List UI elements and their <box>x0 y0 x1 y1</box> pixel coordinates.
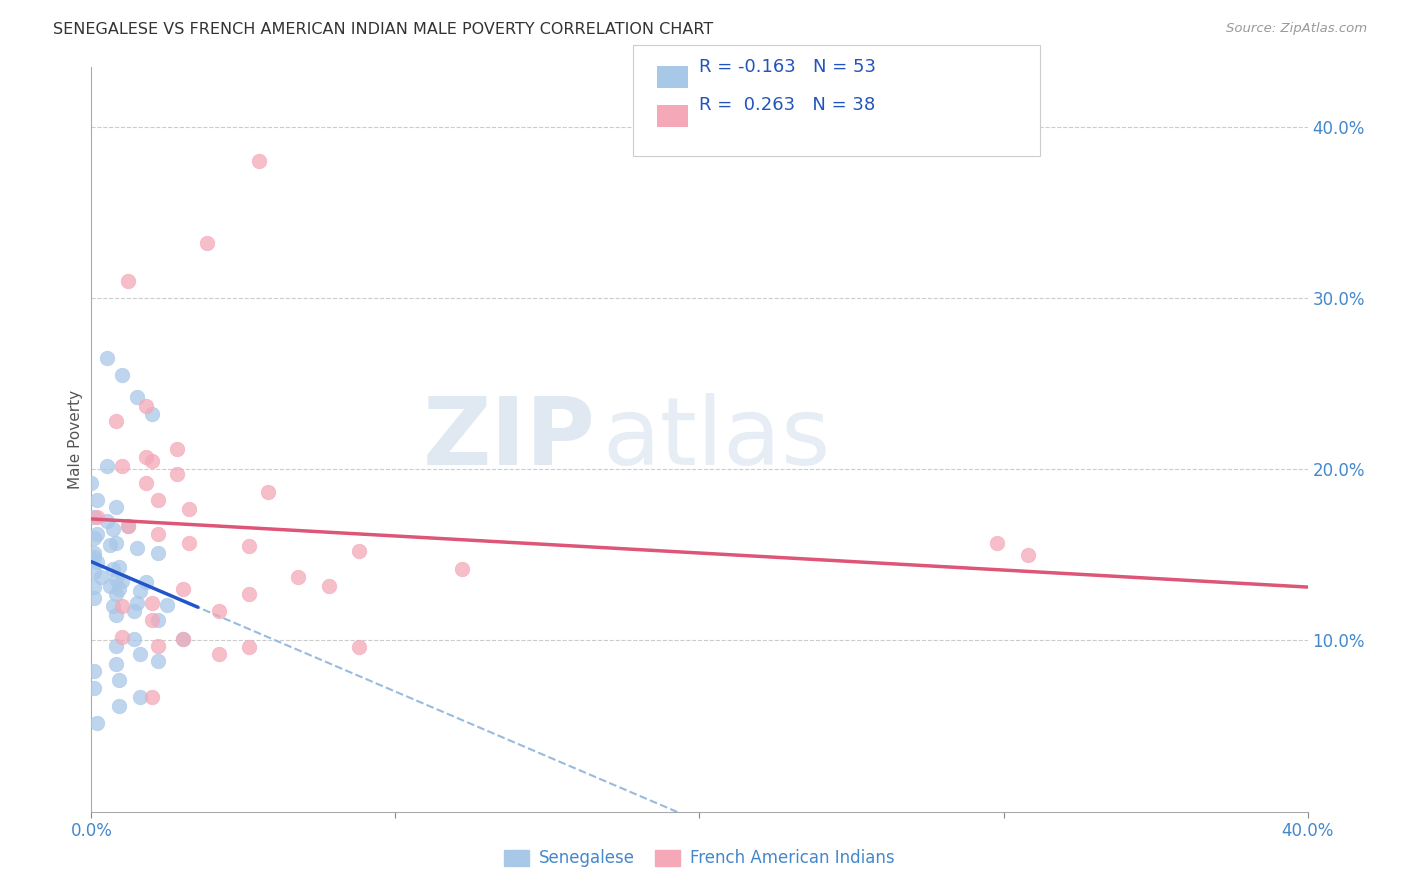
Point <box>96 351 118 365</box>
Point <box>83 681 105 696</box>
Point <box>141 690 163 704</box>
Point <box>141 613 163 627</box>
Text: SENEGALESE VS FRENCH AMERICAN INDIAN MALE POVERTY CORRELATION CHART: SENEGALESE VS FRENCH AMERICAN INDIAN MAL… <box>53 22 714 37</box>
Point <box>238 640 260 655</box>
Point <box>104 500 127 514</box>
Point <box>129 583 152 598</box>
Point <box>86 715 108 730</box>
Point <box>101 522 124 536</box>
Point <box>195 236 218 251</box>
Text: R =  0.263   N = 38: R = 0.263 N = 38 <box>699 96 875 114</box>
Point <box>129 647 152 661</box>
Point <box>1017 548 1039 562</box>
Point <box>172 582 194 596</box>
Point <box>86 510 108 524</box>
Legend: Senegalese, French American Indians: Senegalese, French American Indians <box>498 843 901 874</box>
Point <box>101 561 124 575</box>
Point <box>107 673 129 687</box>
Point <box>111 574 134 588</box>
Point <box>208 604 231 618</box>
Point <box>238 539 260 553</box>
Point <box>104 657 127 672</box>
Point <box>83 549 105 564</box>
Point <box>141 596 163 610</box>
Point <box>111 599 134 614</box>
Point <box>107 582 129 596</box>
Point <box>86 527 108 541</box>
Point <box>122 632 145 646</box>
Point <box>135 475 157 490</box>
Point <box>208 647 231 661</box>
Point <box>83 665 105 679</box>
Point <box>117 518 139 533</box>
Point <box>135 399 157 413</box>
Point <box>156 598 179 612</box>
Point <box>148 639 170 653</box>
Point <box>98 579 121 593</box>
Point <box>101 599 124 614</box>
Point <box>125 596 148 610</box>
Text: Source: ZipAtlas.com: Source: ZipAtlas.com <box>1226 22 1367 36</box>
Point <box>86 555 108 569</box>
Point <box>111 368 134 383</box>
Point <box>117 518 139 533</box>
Point <box>104 572 127 586</box>
Point <box>104 639 127 653</box>
Point <box>83 510 105 524</box>
Point <box>104 587 127 601</box>
Point <box>256 484 278 499</box>
Point <box>451 561 474 575</box>
Point <box>347 544 370 558</box>
Point <box>122 604 145 618</box>
Point <box>148 613 170 627</box>
Point <box>83 591 105 605</box>
Point <box>148 527 170 541</box>
Point <box>135 575 157 590</box>
Text: R = -0.163   N = 53: R = -0.163 N = 53 <box>699 58 876 76</box>
Point <box>104 536 127 550</box>
Point <box>111 458 134 473</box>
Point <box>347 640 370 655</box>
Point <box>111 630 134 644</box>
Point <box>247 154 270 169</box>
Point <box>148 546 170 560</box>
Y-axis label: Male Poverty: Male Poverty <box>67 390 83 489</box>
Text: ZIP: ZIP <box>423 393 596 485</box>
Point <box>83 581 105 595</box>
Point <box>125 541 148 555</box>
Point <box>148 654 170 668</box>
Text: atlas: atlas <box>602 393 831 485</box>
Point <box>287 570 309 584</box>
Point <box>318 579 340 593</box>
Point <box>172 632 194 646</box>
Point <box>104 607 127 622</box>
Point <box>80 553 103 567</box>
Point <box>172 632 194 646</box>
Point <box>166 467 188 482</box>
Point <box>166 442 188 456</box>
Point <box>177 536 200 550</box>
Point <box>117 274 139 288</box>
Point <box>129 690 152 704</box>
Point <box>238 587 260 601</box>
Point <box>177 501 200 516</box>
Point <box>135 450 157 465</box>
Point <box>104 414 127 428</box>
Point <box>98 538 121 552</box>
Point <box>83 546 105 560</box>
Point <box>107 560 129 574</box>
Point <box>125 390 148 404</box>
Point <box>80 475 103 490</box>
Point <box>86 493 108 508</box>
Point <box>83 565 105 579</box>
Point <box>83 531 105 545</box>
Point <box>89 570 111 584</box>
Point <box>141 453 163 467</box>
Point <box>148 493 170 508</box>
Point <box>141 408 163 422</box>
Point <box>96 514 118 528</box>
Point <box>107 698 129 713</box>
Point <box>986 536 1008 550</box>
Point <box>96 458 118 473</box>
